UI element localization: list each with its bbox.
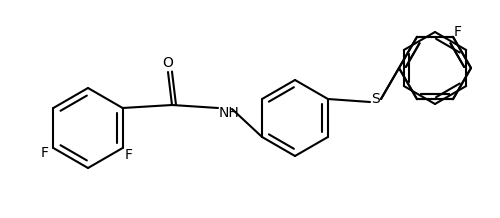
Text: F: F [40,146,48,160]
Text: S: S [372,92,380,106]
Text: F: F [124,148,132,162]
Text: O: O [162,56,173,70]
Text: NH: NH [219,106,240,120]
Text: F: F [454,25,462,39]
